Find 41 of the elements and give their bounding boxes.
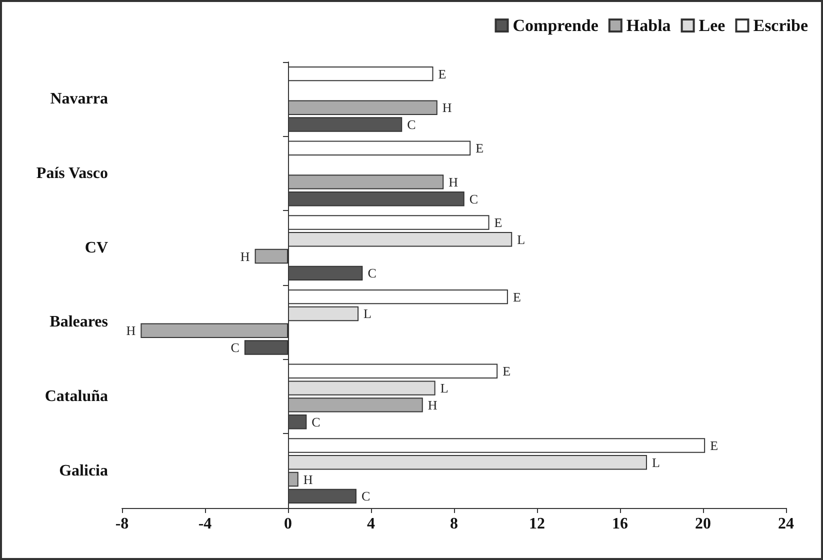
data-label: C [312, 414, 320, 430]
legend-label: Escribe [753, 16, 808, 35]
data-label: H [442, 100, 452, 116]
x-tick-label: 20 [695, 516, 711, 532]
data-label: E [710, 438, 718, 453]
data-label: C [469, 191, 478, 206]
data-label: L [517, 232, 526, 247]
x-tick-label: 4 [367, 516, 375, 532]
data-label: E [502, 364, 511, 379]
data-label: L [364, 306, 372, 322]
data-label: L [652, 454, 660, 470]
data-label: E [494, 214, 502, 230]
x-tick-label: 8 [450, 516, 458, 532]
data-label: L [440, 380, 448, 396]
x-tick-label: 0 [284, 516, 292, 532]
data-label: H [303, 472, 313, 487]
y-tick-label: Navarra [50, 90, 108, 108]
legend-label: Habla [626, 16, 672, 35]
data-label: H [126, 323, 136, 338]
y-tick-label: Galicia [59, 462, 108, 480]
data-label: C [230, 340, 240, 356]
y-tick-label: Baleares [50, 314, 108, 331]
x-tick-label: 12 [529, 516, 545, 532]
data-label: C [361, 488, 370, 504]
y-tick-label: CV [84, 239, 108, 256]
y-tick-label: Cataluña [44, 388, 108, 405]
data-label: H [448, 174, 458, 190]
data-label: C [407, 117, 416, 132]
x-tick-label: 24 [778, 516, 794, 532]
x-tick-label: -8 [115, 516, 129, 532]
data-label: E [476, 140, 484, 156]
data-label: E [512, 289, 521, 304]
x-tick-label: -4 [198, 516, 212, 532]
data-label: E [438, 66, 446, 82]
legend-label: Lee [698, 16, 726, 35]
y-tick-label: País Vasco [36, 165, 108, 182]
legend-label: Comprende [512, 16, 599, 35]
data-label: H [428, 397, 438, 412]
data-label: C [368, 266, 376, 281]
data-label: H [240, 248, 250, 264]
x-tick-label: 16 [612, 516, 628, 532]
